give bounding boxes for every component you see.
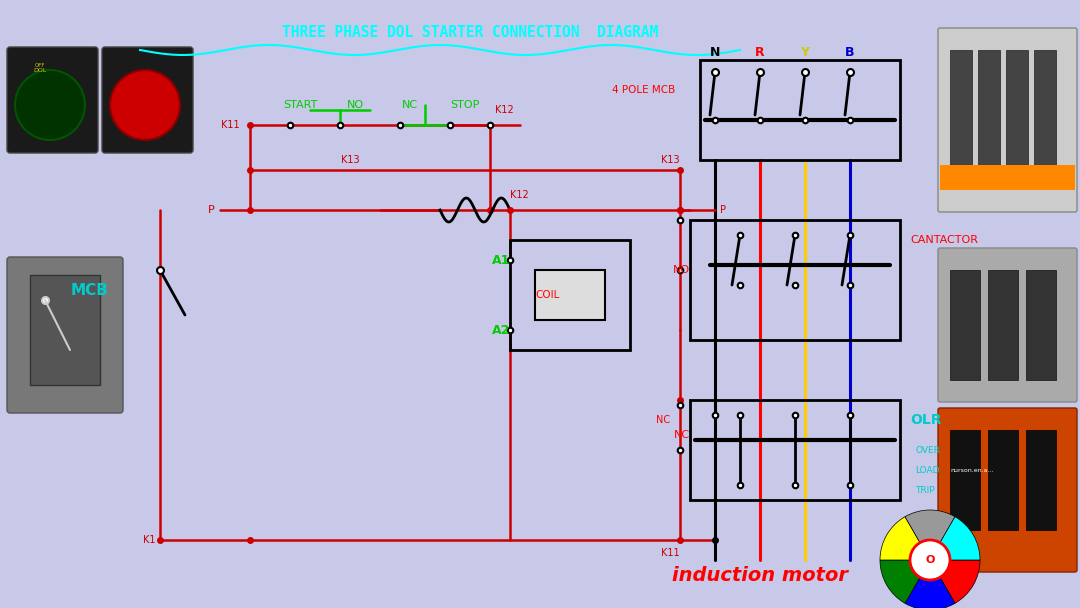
Text: P: P bbox=[720, 205, 726, 215]
Text: A1: A1 bbox=[491, 254, 510, 266]
Bar bbox=[1026, 430, 1056, 530]
Text: OLR: OLR bbox=[910, 413, 942, 427]
Text: OVER: OVER bbox=[915, 446, 940, 455]
Bar bbox=[950, 270, 980, 380]
Bar bbox=[940, 165, 1075, 190]
Text: R: R bbox=[755, 46, 765, 58]
Text: K13: K13 bbox=[661, 155, 680, 165]
Circle shape bbox=[910, 540, 950, 580]
Bar bbox=[978, 50, 1000, 180]
Text: THREE PHASE DOL STARTER CONNECTION  DIAGRAM: THREE PHASE DOL STARTER CONNECTION DIAGR… bbox=[282, 24, 658, 40]
Text: STOP: STOP bbox=[450, 100, 480, 110]
Bar bbox=[1005, 50, 1028, 180]
FancyBboxPatch shape bbox=[939, 408, 1077, 572]
Text: K11: K11 bbox=[221, 120, 240, 130]
Wedge shape bbox=[880, 517, 930, 560]
Bar bbox=[988, 270, 1018, 380]
Text: A2: A2 bbox=[491, 323, 510, 336]
Text: K12: K12 bbox=[510, 190, 529, 200]
Text: MCB: MCB bbox=[71, 283, 109, 297]
Bar bbox=[1026, 270, 1056, 380]
Circle shape bbox=[15, 70, 85, 140]
Bar bbox=[988, 430, 1018, 530]
Bar bbox=[30, 275, 100, 385]
Bar bbox=[950, 50, 972, 180]
Text: START: START bbox=[283, 100, 318, 110]
Text: nurson.en.a...: nurson.en.a... bbox=[950, 468, 994, 472]
Bar bbox=[1034, 50, 1056, 180]
Text: NO: NO bbox=[347, 100, 364, 110]
Text: Y: Y bbox=[800, 46, 810, 58]
Text: TRIP: TRIP bbox=[915, 486, 934, 494]
Text: B: B bbox=[846, 46, 854, 58]
Text: NC: NC bbox=[402, 100, 418, 110]
FancyBboxPatch shape bbox=[102, 47, 193, 153]
Text: K13: K13 bbox=[340, 155, 360, 165]
Wedge shape bbox=[905, 560, 955, 608]
Text: K11: K11 bbox=[661, 548, 680, 558]
Text: K1: K1 bbox=[143, 535, 156, 545]
FancyBboxPatch shape bbox=[939, 28, 1077, 212]
Text: NC: NC bbox=[656, 415, 670, 425]
Text: OFF: OFF bbox=[35, 63, 45, 67]
FancyBboxPatch shape bbox=[6, 257, 123, 413]
Bar bbox=[510, 240, 630, 350]
Text: LOAD: LOAD bbox=[915, 466, 940, 474]
Text: K12: K12 bbox=[495, 105, 514, 115]
Circle shape bbox=[110, 70, 180, 140]
Text: O: O bbox=[926, 555, 934, 565]
Text: P: P bbox=[208, 205, 215, 215]
Text: NC: NC bbox=[674, 430, 690, 440]
Text: induction motor: induction motor bbox=[672, 565, 848, 584]
Wedge shape bbox=[905, 510, 955, 560]
Bar bbox=[690, 220, 900, 340]
Bar bbox=[950, 430, 980, 530]
Wedge shape bbox=[930, 560, 980, 603]
Bar bbox=[690, 400, 900, 500]
FancyBboxPatch shape bbox=[939, 248, 1077, 402]
Bar bbox=[700, 60, 900, 160]
Wedge shape bbox=[930, 517, 980, 560]
Text: DOL: DOL bbox=[33, 67, 46, 72]
Text: CANTACTOR: CANTACTOR bbox=[910, 235, 978, 245]
FancyBboxPatch shape bbox=[6, 47, 98, 153]
Text: N: N bbox=[710, 46, 720, 58]
Wedge shape bbox=[880, 560, 930, 603]
Bar bbox=[535, 270, 605, 320]
Text: NO: NO bbox=[673, 265, 690, 275]
Text: 4 POLE MCB: 4 POLE MCB bbox=[611, 85, 675, 95]
Text: COIL: COIL bbox=[535, 290, 559, 300]
